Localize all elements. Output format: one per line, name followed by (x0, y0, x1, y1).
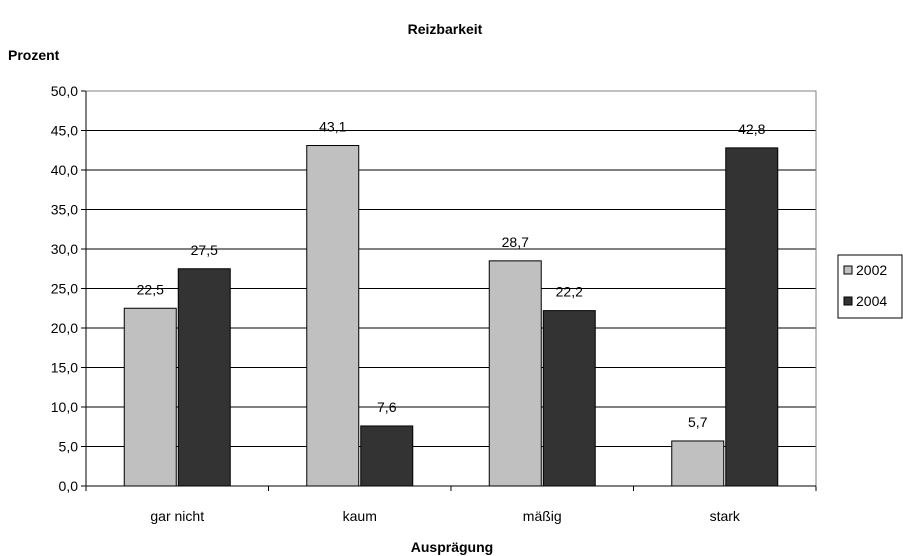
bar-2004 (360, 425, 414, 487)
bar-2004 (542, 310, 596, 487)
y-tick-label: 15,0 (51, 360, 78, 376)
data-label: 5,7 (688, 414, 708, 430)
bar-2002 (488, 260, 542, 487)
bar-2004 (725, 147, 779, 487)
y-tick-label: 10,0 (51, 399, 78, 415)
bar-2004 (177, 268, 231, 487)
data-label: 7,6 (377, 399, 397, 415)
y-tick-label: 45,0 (51, 123, 78, 139)
legend-label: 2004 (856, 293, 887, 309)
y-tick-label: 30,0 (51, 241, 78, 257)
y-tick-label: 5,0 (59, 439, 79, 455)
x-tick-label: gar nicht (150, 508, 204, 524)
chart-title: Reizbarkeit (408, 21, 483, 37)
y-tick-label: 25,0 (51, 281, 78, 297)
data-label: 22,5 (137, 281, 164, 297)
y-axis-title: Prozent (8, 47, 60, 63)
y-tick-label: 40,0 (51, 162, 78, 178)
data-label: 43,1 (319, 119, 346, 135)
bar-2002 (671, 440, 725, 487)
x-tick-label: mäßig (523, 508, 562, 524)
data-label: 28,7 (502, 234, 529, 250)
x-tick-label: stark (710, 508, 741, 524)
y-tick-label: 50,0 (51, 83, 78, 99)
legend-swatch (843, 265, 853, 275)
y-tick-label: 0,0 (59, 478, 79, 494)
data-label: 22,2 (556, 284, 583, 300)
data-label: 27,5 (191, 242, 218, 258)
y-tick-label: 35,0 (51, 202, 78, 218)
legend-label: 2002 (856, 262, 887, 278)
y-tick-label: 20,0 (51, 320, 78, 336)
bar-2002 (306, 145, 360, 487)
data-label: 42,8 (738, 121, 765, 137)
legend-swatch (843, 296, 853, 306)
x-axis-title: Ausprägung (411, 539, 493, 555)
x-tick-label: kaum (343, 508, 377, 524)
bar-2002 (123, 307, 177, 487)
legend: 2002 2004 (837, 254, 903, 319)
plot-area: 0,0 5,0 10,0 15,0 20,0 25,0 30,0 35,0 40,0 45,0 50… (51, 83, 817, 524)
